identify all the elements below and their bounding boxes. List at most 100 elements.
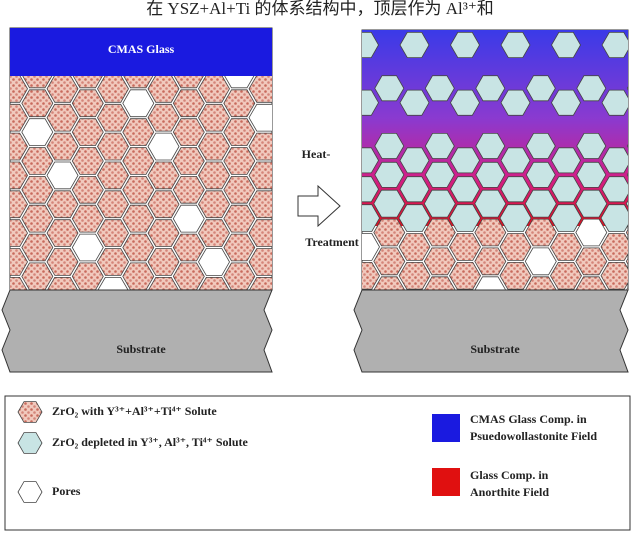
hexagon bbox=[625, 228, 628, 237]
hexagon bbox=[362, 32, 379, 58]
hexagon bbox=[71, 175, 104, 204]
hexagon bbox=[46, 103, 79, 132]
hexagon bbox=[373, 247, 406, 276]
hexagon bbox=[147, 219, 180, 247]
header-text: 在 YSZ+Al+Ti 的体系结构中，顶层作为 Al³⁺和 bbox=[146, 0, 494, 18]
hexagon bbox=[17, 401, 43, 423]
hexagon bbox=[525, 75, 556, 102]
hexagon bbox=[601, 147, 628, 174]
hexagon bbox=[423, 189, 456, 218]
hexagon bbox=[46, 276, 78, 290]
legend-label: CMAS Glass Comp. in bbox=[470, 412, 587, 426]
hexagon bbox=[450, 32, 480, 58]
hexagon bbox=[147, 161, 180, 190]
hexagon bbox=[576, 132, 607, 159]
hexagon bbox=[550, 204, 582, 232]
hexagon bbox=[625, 199, 628, 208]
hexagon bbox=[601, 176, 628, 203]
hexagon bbox=[249, 276, 272, 290]
hexagon bbox=[248, 161, 272, 190]
hexagon bbox=[374, 161, 405, 188]
hexagon bbox=[399, 147, 430, 174]
hexagon bbox=[10, 190, 28, 219]
glass-label: CMAS Glass bbox=[108, 42, 175, 56]
hexagon bbox=[424, 132, 455, 159]
hexagon bbox=[274, 321, 305, 348]
hexagon bbox=[21, 118, 54, 146]
right-hexes bbox=[362, 32, 638, 333]
hexagon bbox=[423, 276, 456, 290]
hexagon bbox=[474, 218, 507, 247]
hexagon bbox=[223, 118, 256, 146]
hexagon bbox=[10, 103, 28, 132]
hexagon bbox=[248, 248, 272, 276]
heat-label: Heat- bbox=[302, 147, 331, 161]
hexagon bbox=[474, 247, 507, 276]
hexagon bbox=[575, 247, 608, 276]
hexagon bbox=[449, 204, 481, 232]
hexagon bbox=[148, 276, 180, 290]
hexagon bbox=[550, 261, 582, 290]
hexagon bbox=[524, 189, 557, 218]
left-substrate bbox=[1, 289, 273, 373]
hexagon bbox=[601, 32, 628, 58]
hexagon bbox=[97, 190, 129, 219]
hexagon bbox=[172, 204, 205, 233]
hexagon bbox=[122, 89, 155, 118]
hexagon bbox=[475, 132, 506, 159]
hexagon bbox=[362, 233, 380, 261]
legend-label: Glass Comp. in bbox=[470, 468, 549, 482]
hexagon bbox=[274, 350, 305, 377]
hexagon bbox=[71, 89, 104, 118]
hexagon bbox=[147, 190, 180, 219]
hexagon bbox=[625, 286, 628, 290]
hexagon bbox=[198, 132, 230, 161]
hexagon bbox=[21, 147, 54, 175]
hexagon bbox=[122, 175, 155, 204]
hexagon bbox=[601, 89, 628, 116]
hexagon bbox=[198, 103, 230, 132]
hexagon bbox=[122, 204, 155, 233]
hexagon bbox=[500, 32, 531, 58]
hexagon bbox=[499, 233, 532, 261]
hexagon bbox=[551, 176, 581, 203]
legend-red bbox=[432, 468, 460, 496]
hexagon bbox=[122, 147, 155, 175]
hexagon bbox=[399, 89, 430, 116]
hexagon bbox=[575, 276, 608, 290]
hexagon bbox=[198, 190, 230, 219]
hexagon bbox=[374, 75, 405, 102]
hexagon bbox=[374, 132, 405, 159]
hexagon bbox=[10, 248, 28, 276]
hexagon bbox=[21, 175, 54, 204]
hexagon bbox=[423, 247, 456, 276]
hexagon bbox=[450, 89, 480, 116]
hexagon bbox=[46, 161, 79, 190]
hexagon bbox=[362, 204, 380, 232]
hexagon bbox=[172, 175, 205, 204]
hexagon bbox=[147, 132, 180, 161]
hexagon bbox=[248, 219, 272, 247]
hexagon bbox=[424, 75, 455, 102]
cmas-glass-layer bbox=[10, 28, 272, 76]
hexagon bbox=[551, 32, 581, 58]
hexagon bbox=[198, 161, 230, 190]
hexagon bbox=[223, 89, 256, 118]
hexagon bbox=[576, 75, 607, 102]
hexagon bbox=[499, 204, 532, 232]
hexagon bbox=[172, 233, 205, 262]
hexagon bbox=[575, 189, 608, 218]
hexagon bbox=[499, 261, 532, 290]
legend-label: ZrO₂ depleted in Y³⁺, Al³⁺, Ti⁴⁺ Solute bbox=[52, 435, 249, 449]
legend-label: Pores bbox=[52, 484, 81, 498]
hexagon bbox=[500, 89, 531, 116]
hexagon bbox=[122, 118, 155, 146]
hexagon bbox=[172, 147, 205, 175]
hexagon bbox=[626, 306, 638, 333]
hexagon bbox=[551, 89, 581, 116]
hexagon bbox=[71, 147, 104, 175]
legend-label: Anorthite Field bbox=[470, 485, 549, 499]
hexagon bbox=[97, 248, 129, 276]
hexagon bbox=[10, 219, 28, 247]
